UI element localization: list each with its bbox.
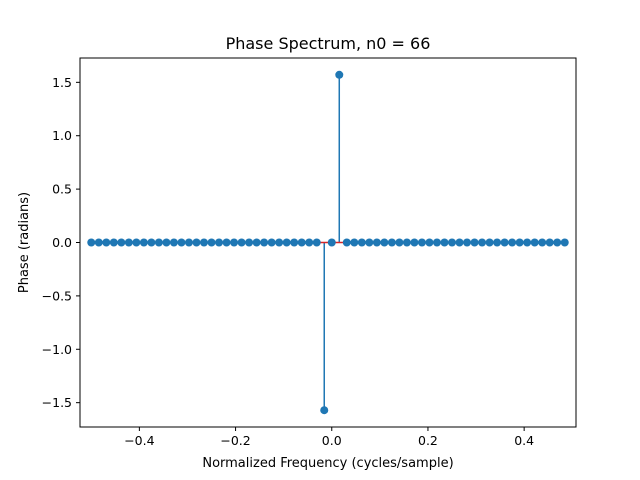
stem-marker	[448, 238, 456, 247]
stem-marker	[184, 238, 193, 247]
stem-marker	[402, 238, 411, 247]
stem-marker	[230, 238, 239, 247]
stem-marker	[350, 238, 359, 247]
stem-marker	[425, 238, 434, 247]
stem-marker	[455, 238, 464, 247]
stem-marker	[523, 238, 532, 247]
plot-area	[87, 70, 569, 415]
stem-marker	[94, 238, 103, 247]
stem-marker	[417, 238, 426, 247]
stem-marker	[538, 238, 547, 247]
stem-marker	[432, 238, 441, 247]
stem-marker	[192, 238, 201, 247]
stem-marker	[124, 238, 133, 247]
y-tick-label: −1.0	[42, 342, 72, 357]
y-tick-label: 1.5	[52, 75, 72, 90]
stem-marker	[109, 238, 118, 247]
stem-marker	[147, 238, 156, 247]
stem-marker	[365, 238, 374, 247]
stem-marker	[410, 238, 419, 247]
y-tick-label: 0.5	[52, 182, 72, 197]
stem-marker	[470, 238, 479, 247]
stem-marker	[357, 238, 366, 247]
stem-marker	[493, 238, 502, 247]
stem-marker	[252, 238, 261, 247]
stem-marker	[297, 238, 306, 247]
stem-marker	[395, 238, 404, 247]
x-tick-label: 0.0	[322, 433, 342, 448]
stem-marker	[169, 238, 178, 247]
y-tick-label: −0.5	[42, 288, 72, 303]
stem-marker	[117, 238, 126, 247]
y-tick-label: 0.0	[52, 235, 72, 250]
stem-marker	[312, 238, 321, 247]
stem-marker	[440, 238, 449, 247]
stem-marker	[245, 238, 254, 247]
stem-marker	[154, 238, 163, 247]
x-axis: −0.4 −0.2 0.0 0.2 0.4	[124, 427, 534, 448]
stem-marker	[545, 238, 554, 247]
stem-marker	[478, 238, 487, 247]
stem-marker	[387, 238, 396, 247]
stem-marker	[162, 238, 171, 247]
stem-marker	[485, 238, 494, 247]
stem-marker	[515, 238, 524, 247]
stem-marker	[372, 238, 381, 247]
stem-marker	[508, 238, 517, 247]
x-axis-label: Normalized Frequency (cycles/sample)	[202, 456, 453, 471]
y-tick-label: 1.0	[52, 128, 72, 143]
y-axis-label: Phase (radians)	[17, 192, 32, 293]
x-tick-label: −0.2	[220, 433, 250, 448]
stem-marker	[290, 238, 299, 247]
stem-marker	[320, 406, 329, 415]
stem-marker	[267, 238, 276, 247]
stem-marker	[237, 238, 246, 247]
stem-marker	[560, 238, 569, 247]
y-axis: −1.5 −1.0 −0.5 0.0 0.5 1.0 1.5	[42, 75, 80, 410]
stem-marker	[260, 238, 269, 247]
x-tick-label: 0.4	[514, 433, 534, 448]
stem-marker	[463, 238, 472, 247]
stem-marker	[500, 238, 509, 247]
stem-marker	[177, 238, 186, 247]
stem-marker	[342, 238, 351, 247]
stem-marker	[102, 238, 111, 247]
stem-marker	[132, 238, 141, 247]
x-tick-label: −0.4	[124, 433, 154, 448]
stem-marker	[327, 238, 336, 247]
stem-marker	[87, 238, 96, 247]
stem-marker	[380, 238, 389, 247]
stem-marker	[305, 238, 314, 247]
stem-marker	[275, 238, 284, 247]
y-tick-label: −1.5	[42, 395, 72, 410]
stem-marker	[530, 238, 539, 247]
stem-marker	[215, 238, 224, 247]
stem-marker	[282, 238, 291, 247]
stem-marker	[207, 238, 216, 247]
stem-marker	[553, 238, 562, 247]
chart-title: Phase Spectrum, n0 = 66	[226, 34, 431, 53]
stem-marker	[222, 238, 231, 247]
stem-marker	[335, 70, 344, 79]
stem-marker	[139, 238, 148, 247]
x-tick-label: 0.2	[418, 433, 438, 448]
stem-marker	[200, 238, 208, 247]
